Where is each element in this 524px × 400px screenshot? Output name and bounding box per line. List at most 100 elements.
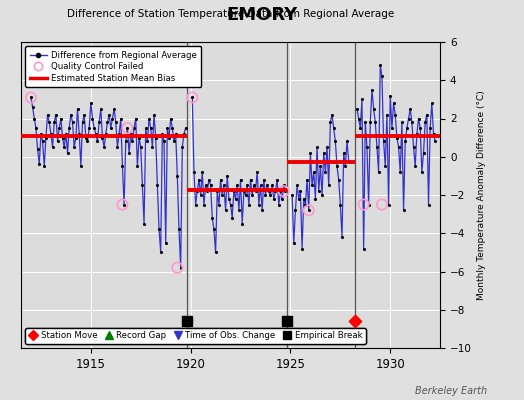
- Point: [35, 161, 43, 168]
- Point: [171, 130, 180, 137]
- Point: [73, 106, 82, 112]
- Point: [235, 207, 243, 214]
- Point: [391, 112, 399, 118]
- Point: [353, 106, 361, 112]
- Point: [225, 196, 233, 202]
- Point: [32, 125, 40, 131]
- Point: [369, 106, 378, 112]
- Point: [248, 192, 256, 198]
- Point: [188, 94, 196, 101]
- Point: [303, 176, 311, 183]
- Point: [413, 130, 421, 137]
- Point: [118, 201, 127, 208]
- Point: [423, 112, 431, 118]
- Point: [181, 125, 190, 131]
- Point: [203, 188, 212, 194]
- Point: [261, 192, 270, 198]
- Point: [298, 245, 306, 252]
- Point: [266, 192, 275, 198]
- Point: [102, 130, 110, 137]
- Title: Difference of Station Temperature Data from Regional Average: Difference of Station Temperature Data f…: [67, 9, 394, 19]
- Point: [328, 112, 336, 118]
- Point: [153, 182, 161, 189]
- Point: [258, 207, 266, 214]
- Point: [113, 144, 122, 150]
- Point: [356, 125, 365, 131]
- Point: [52, 112, 60, 118]
- Point: [42, 134, 50, 141]
- Point: [205, 176, 213, 183]
- Point: [45, 119, 53, 126]
- Point: [173, 264, 181, 271]
- Point: [151, 134, 160, 141]
- Point: [123, 125, 132, 131]
- Y-axis label: Monthly Temperature Anomaly Difference (°C): Monthly Temperature Anomaly Difference (…: [477, 90, 486, 300]
- Point: [359, 201, 368, 208]
- Point: [409, 144, 418, 150]
- Point: [123, 125, 132, 131]
- Point: [396, 169, 405, 175]
- Point: [130, 125, 138, 131]
- Point: [265, 188, 273, 194]
- Point: [291, 207, 300, 214]
- Point: [323, 144, 331, 150]
- Point: [63, 150, 72, 156]
- Point: [218, 192, 226, 198]
- Point: [263, 182, 271, 189]
- Point: [213, 188, 222, 194]
- Point: [110, 106, 118, 112]
- Point: [281, 188, 290, 194]
- Point: [200, 201, 208, 208]
- Point: [57, 115, 65, 122]
- Point: [389, 100, 398, 106]
- Point: [253, 169, 261, 175]
- Point: [106, 125, 115, 131]
- Point: [62, 130, 70, 137]
- Point: [278, 196, 286, 202]
- Point: [395, 144, 403, 150]
- Point: [228, 215, 236, 221]
- Point: [421, 119, 429, 126]
- Point: [424, 201, 433, 208]
- Point: [158, 130, 167, 137]
- Point: [414, 115, 423, 122]
- Point: [68, 119, 77, 126]
- Point: [108, 115, 117, 122]
- Point: [271, 188, 280, 194]
- Point: [388, 125, 396, 131]
- Point: [408, 119, 416, 126]
- Point: [375, 169, 383, 175]
- Point: [138, 182, 147, 189]
- Point: [100, 144, 108, 150]
- Point: [50, 119, 59, 126]
- Point: [82, 134, 90, 141]
- Point: [354, 115, 363, 122]
- Point: [330, 125, 338, 131]
- Point: [177, 264, 185, 271]
- Point: [392, 134, 401, 141]
- Point: [239, 188, 248, 194]
- Point: [320, 150, 328, 156]
- Point: [313, 144, 321, 150]
- Point: [157, 249, 165, 256]
- Point: [242, 192, 250, 198]
- Point: [188, 94, 196, 101]
- Point: [128, 138, 137, 145]
- Point: [206, 182, 215, 189]
- Point: [300, 196, 308, 202]
- Point: [53, 138, 62, 145]
- Point: [210, 226, 218, 233]
- Point: [116, 115, 125, 122]
- Point: [378, 73, 386, 80]
- Point: [145, 115, 153, 122]
- Point: [340, 150, 348, 156]
- Point: [379, 138, 388, 145]
- Point: [155, 226, 163, 233]
- Point: [366, 119, 375, 126]
- Point: [280, 182, 288, 189]
- Point: [77, 163, 85, 170]
- Point: [308, 182, 316, 189]
- Point: [58, 134, 67, 141]
- Point: [147, 125, 155, 131]
- Point: [402, 125, 411, 131]
